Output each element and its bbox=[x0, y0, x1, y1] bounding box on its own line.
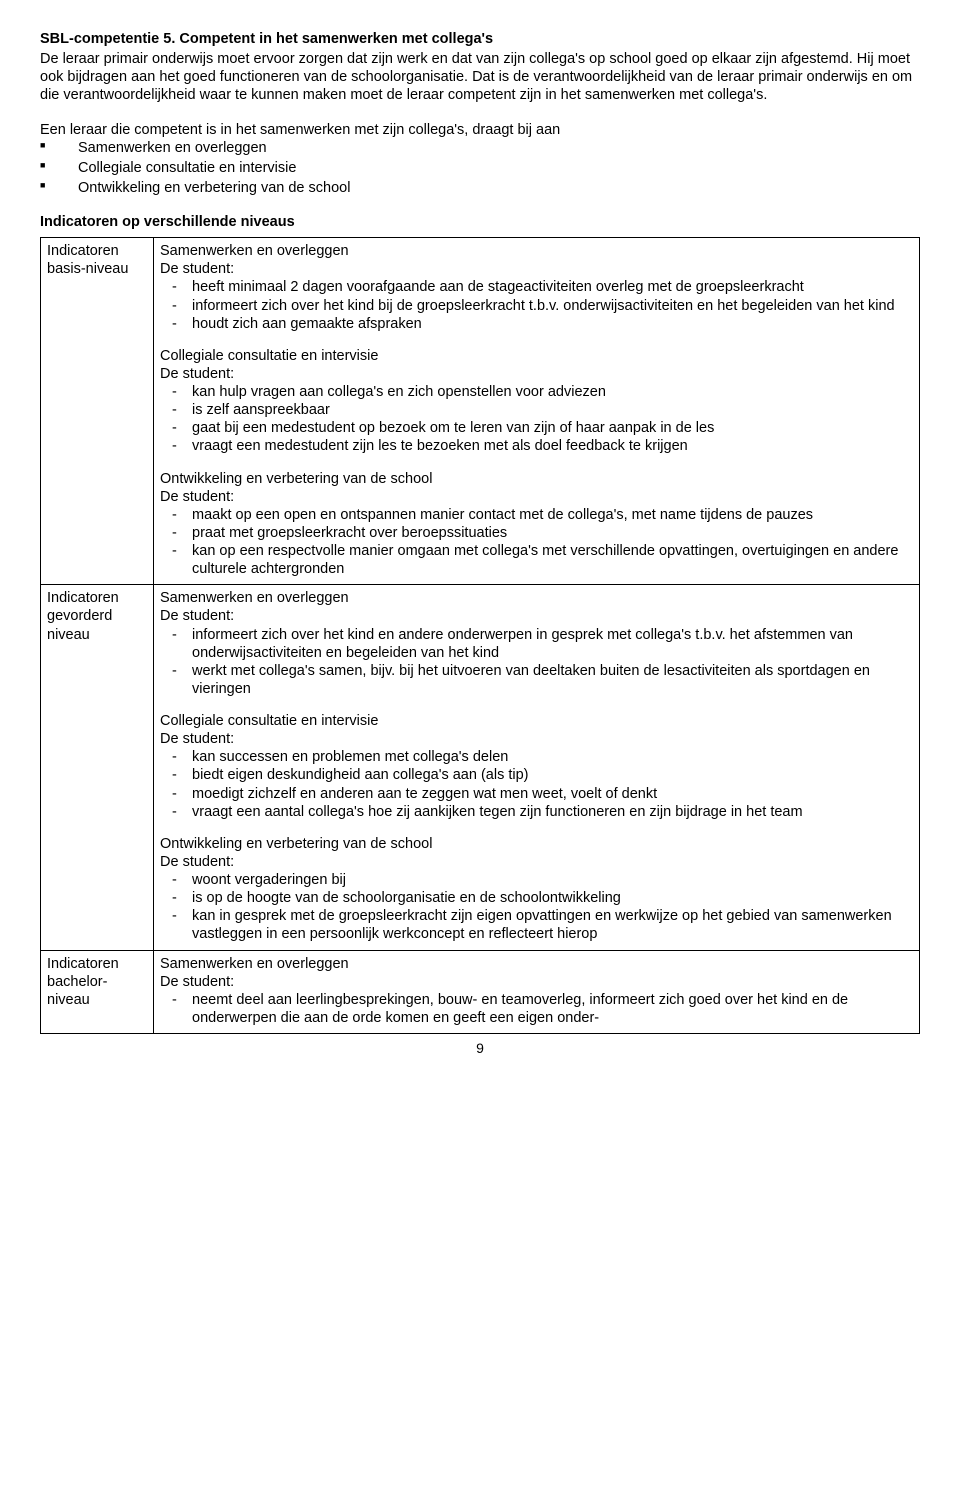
list-item: biedt eigen deskundigheid aan collega's … bbox=[160, 766, 913, 784]
list-item: is op de hoogte van de schoolorganisatie… bbox=[160, 889, 913, 907]
list-item: kan hulp vragen aan collega's en zich op… bbox=[160, 383, 913, 401]
page-title: SBL-competentie 5. Competent in het same… bbox=[40, 30, 920, 48]
table-row: Indicatoren bachelor-niveau Samenwerken … bbox=[41, 950, 920, 1034]
list-item: kan op een respectvolle manier omgaan me… bbox=[160, 542, 913, 578]
table-row: Indicatoren gevorderd niveau Samenwerken… bbox=[41, 585, 920, 950]
list-item: heeft minimaal 2 dagen voorafgaande aan … bbox=[160, 278, 913, 296]
list-item: moedigt zichzelf en anderen aan te zegge… bbox=[160, 785, 913, 803]
student-label: De student: bbox=[160, 260, 913, 278]
section-block: Samenwerken en overleggen De student: ne… bbox=[160, 955, 913, 1028]
list-item: houdt zich aan gemaakte afspraken bbox=[160, 315, 913, 333]
student-label: De student: bbox=[160, 853, 913, 871]
dash-list: neemt deel aan leerlingbesprekingen, bou… bbox=[160, 991, 913, 1027]
level-label-cell: Indicatoren bachelor-niveau bbox=[41, 950, 154, 1034]
list-item: Ontwikkeling en verbetering van de schoo… bbox=[40, 179, 920, 197]
section-title: Samenwerken en overleggen bbox=[160, 589, 913, 607]
dash-list: kan hulp vragen aan collega's en zich op… bbox=[160, 383, 913, 456]
level-content-cell: Samenwerken en overleggen De student: he… bbox=[154, 238, 920, 585]
list-item: vraagt een medestudent zijn les te bezoe… bbox=[160, 437, 913, 455]
dash-list: maakt op een open en ontspannen manier c… bbox=[160, 506, 913, 579]
list-item: informeert zich over het kind en andere … bbox=[160, 626, 913, 662]
level-label-cell: Indicatoren gevorderd niveau bbox=[41, 585, 154, 950]
intro-paragraph: De leraar primair onderwijs moet ervoor … bbox=[40, 50, 920, 104]
dash-list: informeert zich over het kind en andere … bbox=[160, 626, 913, 699]
levels-heading: Indicatoren op verschillende niveaus bbox=[40, 213, 920, 231]
list-item: maakt op een open en ontspannen manier c… bbox=[160, 506, 913, 524]
contributes-list: Samenwerken en overleggen Collegiale con… bbox=[40, 139, 920, 197]
list-item: neemt deel aan leerlingbesprekingen, bou… bbox=[160, 991, 913, 1027]
contributes-block: Een leraar die competent is in het samen… bbox=[40, 121, 920, 198]
dash-list: woont vergaderingen bij is op de hoogte … bbox=[160, 871, 913, 944]
levels-table: Indicatoren basis-niveau Samenwerken en … bbox=[40, 237, 920, 1034]
page-number: 9 bbox=[40, 1040, 920, 1058]
student-label: De student: bbox=[160, 973, 913, 991]
section-title: Collegiale consultatie en intervisie bbox=[160, 712, 913, 730]
section-block: Samenwerken en overleggen De student: in… bbox=[160, 589, 913, 698]
student-label: De student: bbox=[160, 607, 913, 625]
section-title: Collegiale consultatie en intervisie bbox=[160, 347, 913, 365]
list-item: praat met groepsleerkracht over beroepss… bbox=[160, 524, 913, 542]
section-title: Samenwerken en overleggen bbox=[160, 242, 913, 260]
list-item: is zelf aanspreekbaar bbox=[160, 401, 913, 419]
contributes-lead: Een leraar die competent is in het samen… bbox=[40, 121, 920, 139]
dash-list: kan successen en problemen met collega's… bbox=[160, 748, 913, 821]
list-item: informeert zich over het kind bij de gro… bbox=[160, 297, 913, 315]
section-block: Collegiale consultatie en intervisie De … bbox=[160, 712, 913, 821]
list-item: kan in gesprek met de groepsleerkracht z… bbox=[160, 907, 913, 943]
section-block: Ontwikkeling en verbetering van de schoo… bbox=[160, 470, 913, 579]
section-block: Samenwerken en overleggen De student: he… bbox=[160, 242, 913, 333]
dash-list: heeft minimaal 2 dagen voorafgaande aan … bbox=[160, 278, 913, 332]
table-row: Indicatoren basis-niveau Samenwerken en … bbox=[41, 238, 920, 585]
student-label: De student: bbox=[160, 488, 913, 506]
list-item: gaat bij een medestudent op bezoek om te… bbox=[160, 419, 913, 437]
level-content-cell: Samenwerken en overleggen De student: in… bbox=[154, 585, 920, 950]
student-label: De student: bbox=[160, 730, 913, 748]
section-block: Collegiale consultatie en intervisie De … bbox=[160, 347, 913, 456]
section-title: Ontwikkeling en verbetering van de schoo… bbox=[160, 470, 913, 488]
section-title: Samenwerken en overleggen bbox=[160, 955, 913, 973]
page-container: SBL-competentie 5. Competent in het same… bbox=[0, 0, 960, 1078]
list-item: vraagt een aantal collega's hoe zij aank… bbox=[160, 803, 913, 821]
section-title: Ontwikkeling en verbetering van de schoo… bbox=[160, 835, 913, 853]
list-item: woont vergaderingen bij bbox=[160, 871, 913, 889]
student-label: De student: bbox=[160, 365, 913, 383]
section-block: Ontwikkeling en verbetering van de schoo… bbox=[160, 835, 913, 944]
list-item: Collegiale consultatie en intervisie bbox=[40, 159, 920, 177]
level-content-cell: Samenwerken en overleggen De student: ne… bbox=[154, 950, 920, 1034]
level-label-cell: Indicatoren basis-niveau bbox=[41, 238, 154, 585]
list-item: werkt met collega's samen, bijv. bij het… bbox=[160, 662, 913, 698]
list-item: kan successen en problemen met collega's… bbox=[160, 748, 913, 766]
list-item: Samenwerken en overleggen bbox=[40, 139, 920, 157]
